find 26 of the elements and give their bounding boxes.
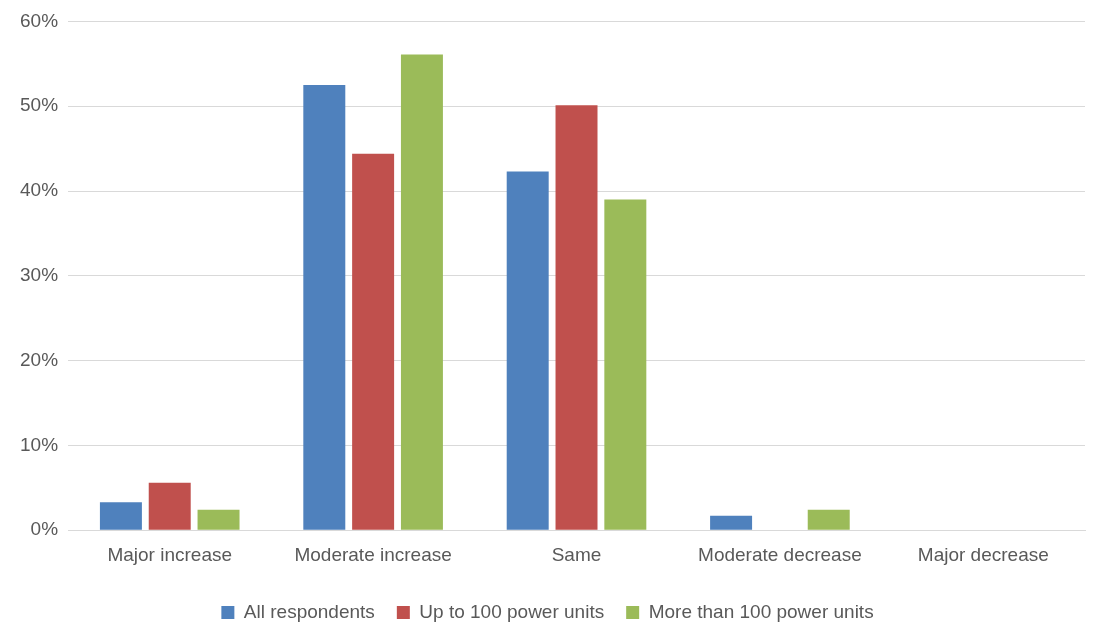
bar (506, 171, 549, 530)
y-tick-label: 50% (20, 94, 59, 116)
y-tick-label: 30% (20, 264, 59, 286)
bar (807, 509, 850, 530)
bar (197, 509, 240, 530)
bar (400, 54, 443, 530)
bar (555, 105, 598, 530)
y-tick-label: 10% (20, 433, 59, 455)
y-tick-label: 60% (20, 9, 59, 31)
bar (99, 502, 142, 530)
bar (604, 199, 647, 530)
x-tick-label: Major decrease (917, 543, 1049, 565)
x-tick-label: Moderate increase (294, 543, 452, 565)
x-tick-label: Major increase (107, 543, 233, 565)
bar (710, 515, 753, 530)
y-tick-label: 0% (30, 518, 59, 540)
x-tick-label: Same (551, 543, 602, 565)
bar (148, 482, 191, 530)
y-tick-label: 40% (20, 179, 59, 201)
legend-label: All respondents (243, 600, 375, 622)
bar (352, 153, 395, 530)
bar (303, 85, 346, 530)
legend-label: Up to 100 power units (419, 600, 605, 622)
legend-label: More than 100 power units (648, 600, 874, 622)
y-tick-label: 20% (20, 348, 59, 370)
x-tick-label: Moderate decrease (698, 543, 862, 565)
